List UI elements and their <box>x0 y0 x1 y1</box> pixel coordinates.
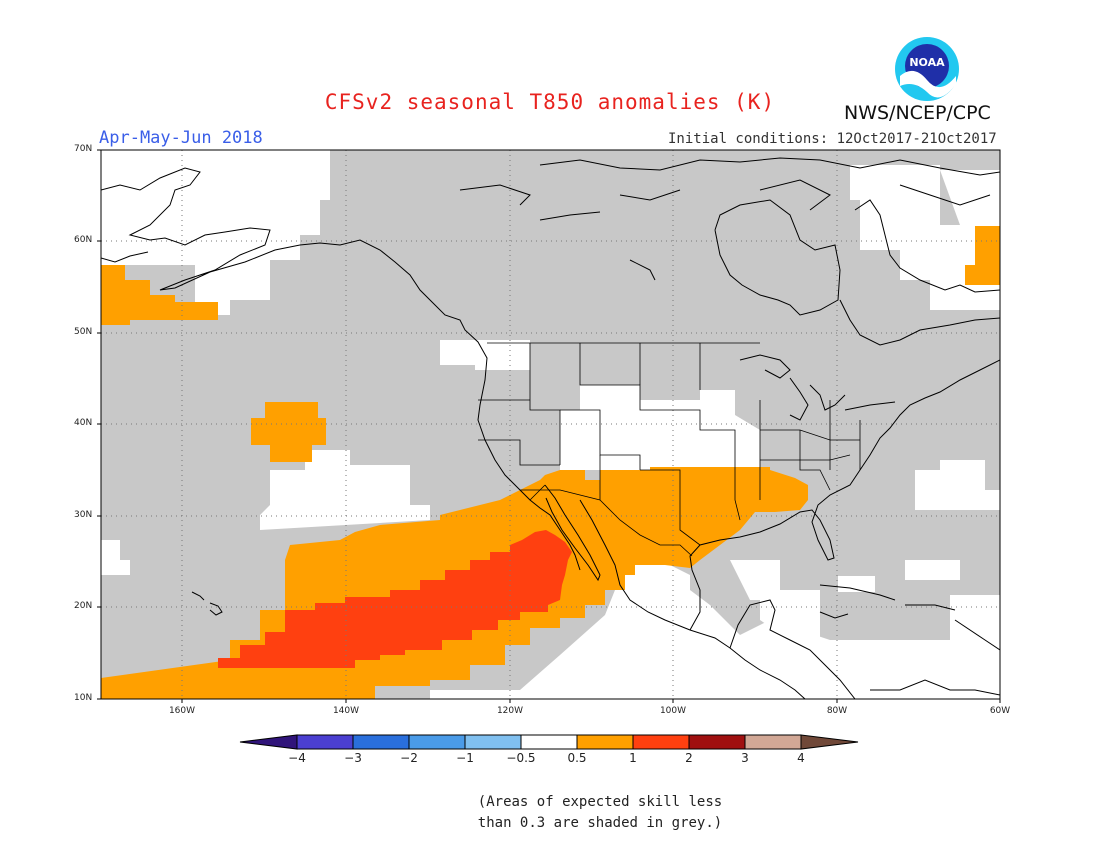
colorbar-tick-label: 0.5 <box>567 751 587 765</box>
lon-label: 120W <box>496 706 524 716</box>
colorbar <box>239 734 859 750</box>
lat-label: 60N <box>74 235 93 245</box>
colorbar-swatch-2-1 <box>408 734 466 750</box>
noaa-logo-text: NOAA <box>909 56 945 69</box>
colorbar-swatch-05-1 <box>576 734 634 750</box>
colorbar-tick-label: 4 <box>797 751 805 765</box>
neutral-regions <box>101 150 1000 699</box>
lat-label: 70N <box>74 144 93 154</box>
lon-label: 60W <box>989 706 1011 716</box>
colorbar-tick-label: −4 <box>288 751 306 765</box>
colorbar-swatch-1-2 <box>632 734 690 750</box>
lat-label: 40N <box>74 418 93 428</box>
lon-label: 140W <box>332 706 360 716</box>
colorbar-tick-label: −0.5 <box>506 751 536 765</box>
colorbar-tick-label: 3 <box>741 751 749 765</box>
skill-note-line: than 0.3 are shaded in grey.) <box>477 815 723 831</box>
chart-title: CFSv2 seasonal T850 anomalies (K) <box>324 90 776 114</box>
noaa-logo-icon: NOAA <box>895 37 959 101</box>
colorbar-swatch-lt-4 <box>239 734 298 750</box>
lat-label: 20N <box>74 601 93 611</box>
season-label: Apr-May-Jun 2018 <box>99 128 263 148</box>
axis-ticks <box>97 149 1001 703</box>
colorbar-swatch-4-3 <box>296 734 354 750</box>
lon-label: 80W <box>826 706 848 716</box>
lon-label: 160W <box>168 706 196 716</box>
colorbar-swatch-gt-4 <box>800 734 859 750</box>
strong-warm-anomaly-region <box>218 530 572 668</box>
colorbar-tick-label: 2 <box>685 751 693 765</box>
colorbar-tick-label: 1 <box>629 751 637 765</box>
coastlines <box>101 157 1000 699</box>
colorbar-tick-label: −3 <box>344 751 362 765</box>
skill-note: (Areas of expected skill less than 0.3 a… <box>440 792 760 834</box>
lon-label: 100W <box>659 706 687 716</box>
colorbar-tick-label: −1 <box>456 751 474 765</box>
lat-label: 10N <box>74 693 93 703</box>
lat-label: 50N <box>74 327 93 337</box>
lat-label: 30N <box>74 510 93 520</box>
agency-label: NWS/NCEP/CPC <box>844 102 991 124</box>
colorbar-swatch-neutral <box>520 734 578 750</box>
colorbar-swatch-3-2 <box>352 734 410 750</box>
colorbar-swatch-3-4 <box>744 734 802 750</box>
skill-note-line: (Areas of expected skill less <box>477 794 723 810</box>
initial-conditions-label: Initial conditions: 12Oct2017-21Oct2017 <box>668 131 997 147</box>
colorbar-swatch-2-3 <box>688 734 746 750</box>
political-borders <box>478 342 861 557</box>
colorbar-tick-label: −2 <box>400 751 418 765</box>
colorbar-swatch-1-05 <box>464 734 522 750</box>
